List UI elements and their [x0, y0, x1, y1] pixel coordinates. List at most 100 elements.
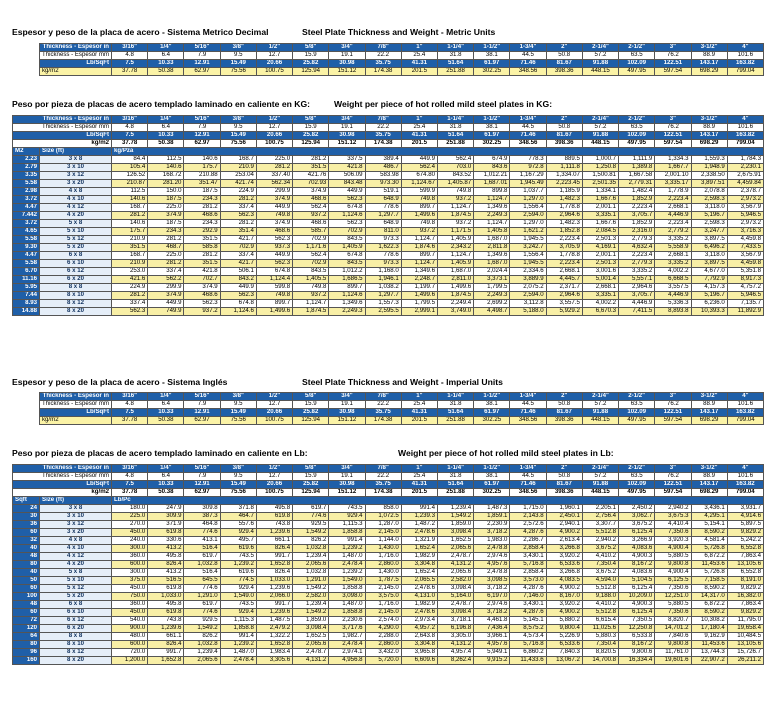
row-lb-sqft-label: Lb/SqFt [39, 408, 112, 417]
size-cell: 3 x 10 [38, 512, 113, 521]
weight-cell: 4,459.8 [726, 259, 765, 268]
row-thickness-in-cell: 3/8" [219, 392, 257, 401]
weight-cell: 1,297.0 [509, 219, 547, 228]
weight-cell: 3,965.8 [400, 648, 438, 657]
row-thickness-mm-cell: 15.9 [292, 123, 330, 132]
weight-cell: 224.9 [111, 283, 149, 292]
row-thickness-mm-cell: 38.1 [473, 123, 511, 132]
weight-cell: 1,405.8 [473, 227, 511, 236]
weight-cell: 661.1 [255, 536, 294, 545]
weight-cell: 225.0 [111, 512, 149, 521]
weight-cell: 413.2 [147, 568, 185, 577]
row-thickness-in-cell: 5/8" [292, 392, 330, 401]
row-kg-m2-cell: 448.15 [581, 139, 620, 148]
row-kg-m2-cell: 698.29 [690, 67, 728, 76]
row-thickness-mm: Thickness - Espesor mm 4.8 6.4 7.9 9.5 12.7 15… [11, 472, 765, 481]
weight-cell: 3,931.7 [726, 504, 765, 513]
row-thickness-in-cell: 3" [654, 115, 692, 124]
weight-cell: 5,929.2 [545, 307, 583, 316]
weight-cell: 6,125.4 [618, 584, 656, 593]
weight-cell: 1,784.3 [726, 155, 765, 164]
weight-cell: 702.9 [328, 227, 366, 236]
row-thickness-mm-cell: 31.8 [436, 51, 475, 60]
weight-cell: 778.6 [364, 251, 402, 260]
weight-cell: 1,291.0 [292, 576, 330, 585]
row-thickness-in: Thickness - Espesor in 3/16" 1/4" 5/16" 3/8"… [11, 115, 765, 124]
row-thickness-mm-cell: 4.8 [111, 123, 149, 132]
row-thickness-in-label: Thickness - Espesor in [11, 115, 113, 124]
weight-cell: 4,083.5 [545, 576, 583, 585]
row-thickness-in-cell: 2-1/4" [581, 115, 620, 124]
row-thickness-mm-cell: 15.9 [292, 472, 330, 481]
row-subheader: Sqft Size (ft) Lb/Pc [12, 496, 764, 505]
weight-cell: 8,262.4 [436, 656, 475, 665]
weight-cell: 1,322.2 [255, 632, 294, 641]
weight-cell: 2,338.50 [690, 171, 728, 180]
weight-cell: 2,478.4 [219, 656, 257, 665]
area-cell: 50 [12, 576, 40, 585]
weight-cell: 2,075.2 [509, 283, 547, 292]
weight-cell: 449.9 [219, 283, 257, 292]
weight-cell: 11,453.6 [690, 640, 728, 649]
row-kg-m2-cell: 497.95 [618, 488, 656, 497]
weight-cell: 826.4 [147, 560, 185, 569]
weight-cell: 3,716.3 [726, 227, 765, 236]
weight-cell: 2,249.4 [436, 299, 475, 308]
weight-cell: 5,880.2 [545, 616, 583, 625]
row-thickness-mm-cell: 9.5 [219, 123, 257, 132]
weight-cell: 1,334.07 [545, 171, 583, 180]
row-thickness-in-cell: 5/8" [292, 464, 330, 473]
row-thickness-in-cell: 2-1/2" [618, 115, 656, 124]
weight-cell: 351.4 [219, 227, 257, 236]
row-thickness-mm-cell: 50.8 [545, 51, 583, 60]
weight-cell: 225.0 [147, 251, 185, 260]
row-thickness-mm-cell: 12.7 [255, 123, 294, 132]
weight-cell: 516.5 [147, 576, 185, 585]
row-thickness-mm-cell: 101.6 [726, 472, 765, 481]
weight-cell: 937.2 [436, 219, 475, 228]
weight-cell: 210.88 [183, 171, 221, 180]
row-kg-m2-cell: 597.54 [654, 139, 692, 148]
weight-cell: 2,223.4 [545, 235, 583, 244]
weight-cell: 826.4 [255, 568, 294, 577]
row-kg-m2-cell: 201.5 [400, 67, 438, 76]
weight-cell: 1,652.5 [292, 632, 330, 641]
size-cell: 3 x 8 [38, 504, 113, 513]
row-thickness-mm-cell: 63.5 [618, 472, 656, 481]
weight-cell: 3,098.5 [473, 576, 511, 585]
weight-cell: 5,946.5 [726, 211, 765, 220]
row-kg-m2-cell: 100.75 [255, 139, 294, 148]
row-kg-m2-cell: 348.56 [509, 139, 547, 148]
weight-cell: 3,304.8 [400, 640, 438, 649]
weight-cell: 1,239.4 [292, 552, 330, 561]
weight-cell: 9,188.0 [581, 592, 620, 601]
weight-cell: 234.3 [183, 219, 221, 228]
weight-cell: 3,705.7 [618, 211, 656, 220]
size-cell: 3 x 12 [38, 520, 113, 529]
weight-cell: 4,900.3 [618, 552, 656, 561]
weight-cell: 413.2 [147, 544, 185, 553]
weight-cell: 234.3 [183, 195, 221, 204]
row-kg-m2-cell: 37.78 [111, 488, 149, 497]
row-thickness-mm-cell: 44.5 [509, 51, 547, 60]
weight-cell: 1,652.8 [147, 656, 185, 665]
row-thickness-in-cell: 1-1/2" [473, 392, 511, 401]
table-row: 5.58 5 x 12 210.9 281.2 351.5 421.7 562.3 702.9… [12, 235, 765, 244]
weight-cell: 1,250.8 [581, 163, 620, 172]
weight-cell: 6,552.8 [726, 568, 765, 577]
weight-cell: 300.0 [111, 568, 149, 577]
table-row: 5.95 8 x 8 224.9 299.9 374.9 449.9 599.8 749.8 8… [12, 283, 765, 292]
weight-cell: 1,239.6 [147, 624, 185, 633]
weight-cell: 374.9 [147, 291, 185, 300]
weight-cell: 3,430.1 [509, 552, 547, 561]
weight-cell: 351.5 [111, 243, 149, 252]
weight-cell: 2,230.9 [473, 520, 511, 529]
weight-cell: 1,778.8 [545, 251, 583, 260]
weight-cell: 4,957.2 [400, 624, 438, 633]
weight-cell: 1,556.4 [509, 251, 547, 260]
imperial-summary-table: Thickness - Espesor in 3/16" 1/4" 5/16" 3/8"… [39, 392, 765, 425]
row-thickness-mm-cell: 76.2 [654, 51, 692, 60]
row-thickness-mm-cell: 7.9 [183, 51, 221, 60]
weight-cell: 5,716.8 [509, 560, 547, 569]
weight-cell: 5,351.8 [726, 267, 765, 276]
